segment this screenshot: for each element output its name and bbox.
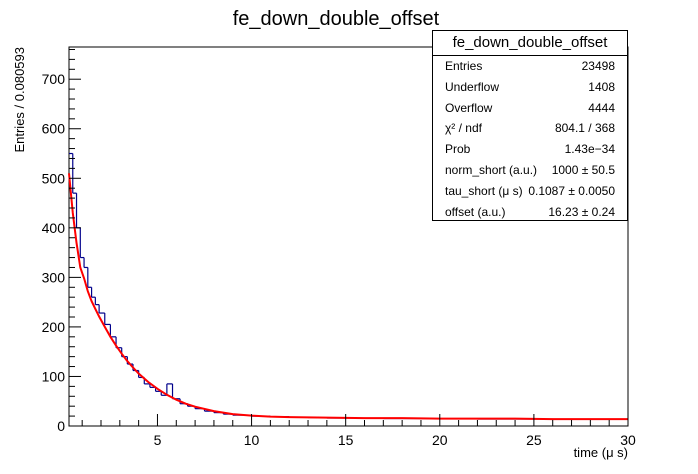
stats-row: Prob 1.43e−34 xyxy=(433,139,627,160)
stats-value: 1408 xyxy=(588,79,615,94)
stats-label: Prob xyxy=(445,142,471,157)
y-tick-label: 500 xyxy=(42,170,66,186)
x-tick-label: 30 xyxy=(620,432,636,448)
stats-label: Overflow xyxy=(445,100,493,115)
y-axis-label: Entries / 0.080593 xyxy=(12,47,27,153)
x-tick-label: 15 xyxy=(338,432,354,448)
stats-label: χ² / ndf xyxy=(445,121,482,136)
y-tick-label: 200 xyxy=(42,319,66,335)
stats-value: 4444 xyxy=(588,100,615,115)
x-tick-label: 10 xyxy=(244,432,260,448)
stats-label: tau_short (μ s) xyxy=(445,183,523,198)
stats-label: Underflow xyxy=(445,79,500,94)
stats-value: 23498 xyxy=(581,59,615,73)
stats-value: 0.1087 ± 0.0050 xyxy=(528,183,615,198)
y-tick-label: 600 xyxy=(42,121,66,137)
stats-title: fe_down_double_offset xyxy=(433,31,627,56)
x-tick-label: 25 xyxy=(526,432,542,448)
plot-frame xyxy=(68,46,629,427)
stats-rows: Entries 23498 Underflow 1408 Overflow 4444 χ² … xyxy=(433,56,627,222)
chart-title: fe_down_double_offset xyxy=(233,8,440,30)
stats-row: Overflow 4444 xyxy=(433,98,627,119)
stats-value: 1000 ± 50.5 xyxy=(551,162,615,177)
y-tick-label: 300 xyxy=(42,269,66,285)
axis-layer: 100 200 300 400 500 600 700 0 5 10 15 20 25 30 xyxy=(42,48,636,448)
x-axis-label: time (μ s) xyxy=(574,445,628,460)
stats-value: 804.1 / 368 xyxy=(554,121,615,136)
stats-row: norm_short (a.u.) 1000 ± 50.5 xyxy=(433,160,627,181)
stats-box: fe_down_double_offset Entries 23498 Underf… xyxy=(432,30,628,221)
plot-layer xyxy=(68,152,628,421)
y-tick-label: 400 xyxy=(42,220,66,236)
stats-row: Underflow 1408 xyxy=(433,77,627,98)
fit-curve xyxy=(68,173,628,421)
stats-label: offset (a.u.) xyxy=(445,204,506,219)
y-tick-label: 100 xyxy=(42,368,66,384)
x-tick-label: 5 xyxy=(154,432,162,448)
stats-value: 1.43e−34 xyxy=(564,142,615,157)
stats-row: offset (a.u.) 16.23 ± 0.24 xyxy=(433,202,627,223)
stats-label: Entries xyxy=(445,59,483,73)
x-tick-label: 20 xyxy=(432,432,448,448)
stats-row: tau_short (μ s) 0.1087 ± 0.0050 xyxy=(433,181,627,202)
stats-value: 16.23 ± 0.24 xyxy=(548,204,615,219)
y-tick-label: 0 xyxy=(57,418,65,434)
stats-row: Entries 23498 xyxy=(433,56,627,77)
stats-label: norm_short (a.u.) xyxy=(445,162,538,177)
y-tick-label: 700 xyxy=(42,71,66,87)
stats-row: χ² / ndf 804.1 / 368 xyxy=(433,118,627,139)
